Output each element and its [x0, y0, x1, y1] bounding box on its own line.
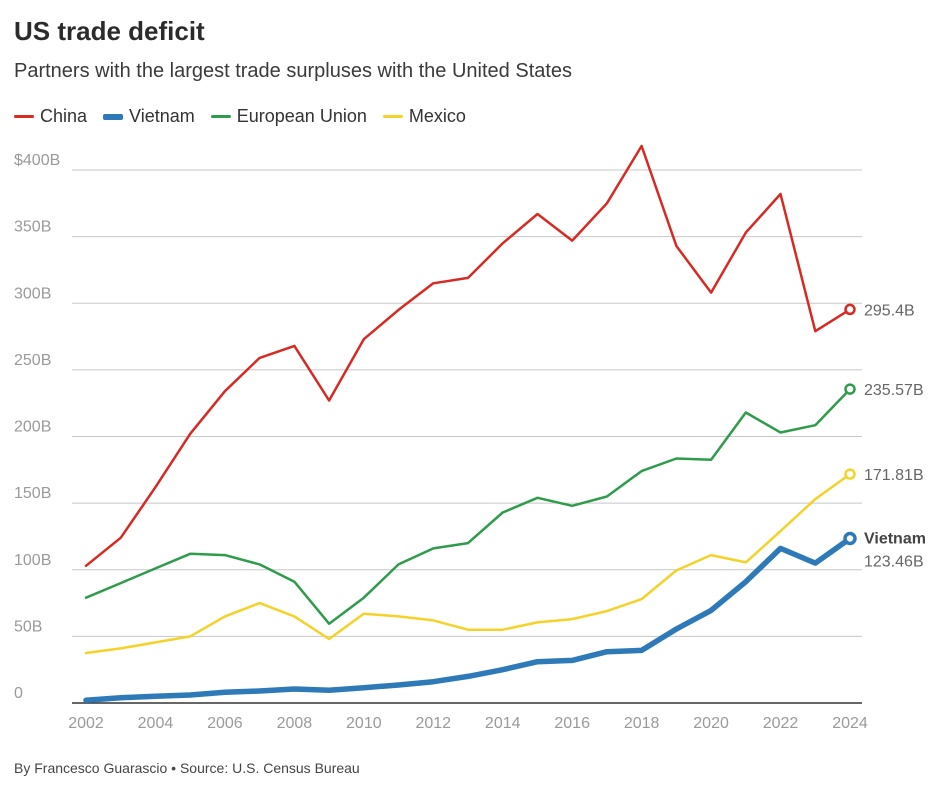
chart-title: US trade deficit [14, 16, 205, 46]
end-marker-mexico [844, 468, 856, 480]
legend-swatch-mexico [382, 115, 403, 118]
x-tick-label: 2002 [68, 715, 104, 732]
legend-item-vietnam: Vietnam [103, 106, 195, 127]
x-tick-label: 2006 [207, 715, 243, 732]
x-tick-label: 2020 [693, 715, 729, 732]
x-tick-label: 2008 [277, 715, 313, 732]
end-marker-vietnam [843, 531, 857, 546]
y-tick-label: 250B [14, 352, 51, 369]
legend-swatch-china [14, 115, 34, 118]
series-line-mexico [84, 472, 852, 655]
series-line-vietnam [83, 535, 853, 704]
x-tick-label: 2022 [763, 715, 799, 732]
end-label-name-vietnam: Vietnam [864, 530, 926, 547]
y-tick-label: 200B [14, 419, 51, 436]
legend-label-china: China [40, 106, 88, 126]
legend-item-european-union: European Union [210, 106, 367, 127]
x-tick-label: 2004 [138, 715, 174, 732]
end-label-value-mexico: 171.81B [864, 467, 924, 484]
end-label-value-china: 295.4B [864, 302, 915, 319]
end-marker-china [844, 303, 856, 316]
legend-label-mexico: Mexico [408, 106, 466, 126]
gridlines [72, 169, 862, 704]
y-tick-label: $400B [14, 152, 60, 169]
series-line-china [84, 144, 852, 568]
x-tick-label: 2014 [485, 715, 521, 732]
chart-subtitle: Partners with the largest trade surpluse… [14, 60, 573, 82]
legend-item-mexico: Mexico [382, 106, 466, 127]
y-tick-label: 100B [14, 552, 51, 569]
legend-swatch-european-union [210, 115, 231, 118]
x-tick-label: 2012 [415, 715, 451, 732]
y-tick-label: 50B [14, 618, 42, 635]
y-tick-label: 350B [14, 219, 51, 236]
source-credit: By Francesco Guarascio • Source: U.S. Ce… [14, 760, 360, 776]
x-tick-label: 2018 [624, 715, 660, 732]
y-tick-label: 300B [14, 285, 51, 302]
legend-item-china: China [14, 106, 87, 127]
x-tick-label: 2016 [554, 715, 590, 732]
legend-swatch-vietnam [103, 113, 124, 120]
y-axis-ticks: 0 50B 100B 150B 200B 250B 300B 350B $400B [14, 152, 60, 702]
legend: China Vietnam European Union Mexico [14, 106, 466, 127]
end-label-value-european-union: 235.57B [864, 382, 924, 399]
legend-label-european-union: European Union [236, 106, 367, 126]
legend-label-vietnam: Vietnam [129, 106, 195, 126]
x-axis-ticks: 2002 2004 2006 2008 2010 2012 2014 2016 2018 2020… [68, 715, 868, 732]
series-line-european-union [84, 387, 852, 625]
end-marker-european-union [844, 383, 856, 395]
x-tick-label: 2010 [346, 715, 382, 732]
y-tick-label: 150B [14, 485, 51, 502]
series-lines [83, 144, 857, 704]
y-tick-label: 0 [14, 685, 23, 702]
end-label-value-vietnam: 123.46B [864, 553, 924, 570]
x-tick-label: 2024 [832, 715, 868, 732]
end-labels: 295.4B Vietnam 123.46B 235.57B 171.81B [864, 302, 926, 570]
